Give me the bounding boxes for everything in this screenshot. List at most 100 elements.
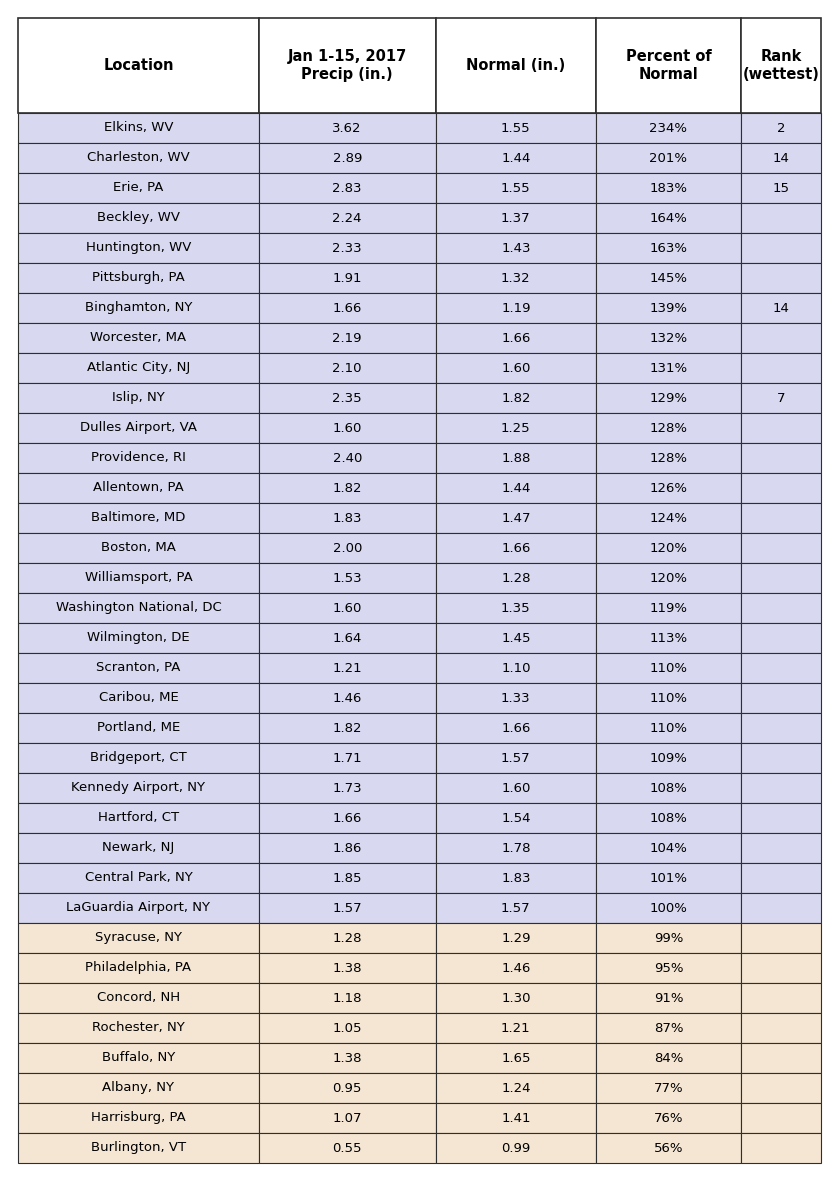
Bar [435,113,597,143]
Bar [597,1103,741,1133]
Bar [259,443,435,473]
Bar [435,743,597,773]
Text: 1.65: 1.65 [501,1051,530,1064]
Bar [741,263,821,292]
Bar [435,593,597,623]
Text: 1.35: 1.35 [501,602,531,615]
Text: 1.66: 1.66 [332,302,362,315]
Bar [259,353,435,383]
Bar [597,203,741,233]
Bar [741,713,821,743]
Bar [18,323,259,353]
Bar [435,473,597,503]
Bar [259,413,435,443]
Text: Portland, ME: Portland, ME [96,722,180,735]
Bar [597,593,741,623]
Bar [435,263,597,292]
Text: Wilmington, DE: Wilmington, DE [87,631,190,644]
Text: 1.54: 1.54 [501,812,530,824]
Bar [435,682,597,713]
Bar [259,1043,435,1072]
Text: 131%: 131% [649,361,687,375]
Bar [741,893,821,923]
Text: 2: 2 [777,121,785,134]
Text: 1.21: 1.21 [501,1021,531,1034]
Bar [435,203,597,233]
Bar [18,143,259,174]
Text: 1.57: 1.57 [501,751,531,765]
Text: 56%: 56% [654,1141,683,1155]
Text: 110%: 110% [649,692,687,705]
Text: 120%: 120% [649,541,687,554]
Bar [741,923,821,954]
Text: Allentown, PA: Allentown, PA [93,482,184,495]
Text: 126%: 126% [649,482,687,495]
Bar [597,233,741,263]
Text: 1.44: 1.44 [501,151,530,164]
Bar [597,1072,741,1103]
Bar [435,292,597,323]
Bar [259,983,435,1013]
Text: 2.35: 2.35 [332,391,362,404]
Text: 129%: 129% [649,391,687,404]
Text: 104%: 104% [649,842,687,855]
Bar [259,743,435,773]
Text: 84%: 84% [654,1051,683,1064]
Bar [597,923,741,954]
Text: 1.33: 1.33 [501,692,531,705]
Bar [741,503,821,533]
Bar [741,1133,821,1163]
Text: 128%: 128% [649,452,687,465]
Text: Kennedy Airport, NY: Kennedy Airport, NY [71,781,206,794]
Bar [435,353,597,383]
Bar [18,713,259,743]
Text: 1.57: 1.57 [501,901,531,914]
Bar [18,203,259,233]
Bar [741,833,821,863]
Bar [259,203,435,233]
Bar [435,773,597,803]
Text: 108%: 108% [649,781,687,794]
Bar [18,353,259,383]
Bar [597,983,741,1013]
Bar [435,833,597,863]
Bar [259,1013,435,1043]
Text: Philadelphia, PA: Philadelphia, PA [86,962,191,975]
Text: 1.24: 1.24 [501,1082,530,1095]
Bar [741,1072,821,1103]
Text: 119%: 119% [649,602,687,615]
Text: 1.28: 1.28 [332,931,362,944]
Text: 1.44: 1.44 [501,482,530,495]
Bar [597,1043,741,1072]
Text: 0.99: 0.99 [501,1141,530,1155]
Bar [18,743,259,773]
Text: Boston, MA: Boston, MA [101,541,176,554]
Text: Worcester, MA: Worcester, MA [91,332,186,345]
Text: 1.66: 1.66 [501,332,530,345]
Bar [741,383,821,413]
Text: Central Park, NY: Central Park, NY [85,872,192,885]
Bar [597,113,741,143]
Text: 2.89: 2.89 [332,151,362,164]
Text: 2.19: 2.19 [332,332,362,345]
Text: LaGuardia Airport, NY: LaGuardia Airport, NY [66,901,211,914]
Bar [435,564,597,593]
Text: Washington National, DC: Washington National, DC [55,602,221,615]
Text: 1.43: 1.43 [501,241,530,254]
Bar [259,383,435,413]
Text: Beckley, WV: Beckley, WV [97,212,180,225]
Text: 1.46: 1.46 [501,962,530,975]
Bar [259,174,435,203]
Text: Baltimore, MD: Baltimore, MD [91,511,185,524]
Bar [435,413,597,443]
Text: 1.21: 1.21 [332,661,362,674]
Bar [259,292,435,323]
Text: Albany, NY: Albany, NY [102,1082,175,1095]
Text: Dulles Airport, VA: Dulles Airport, VA [80,421,197,434]
Text: 2.10: 2.10 [332,361,362,375]
Bar [18,593,259,623]
Text: Percent of
Normal: Percent of Normal [626,49,711,82]
Text: Providence, RI: Providence, RI [91,452,186,465]
Bar [435,713,597,743]
Bar [741,1103,821,1133]
